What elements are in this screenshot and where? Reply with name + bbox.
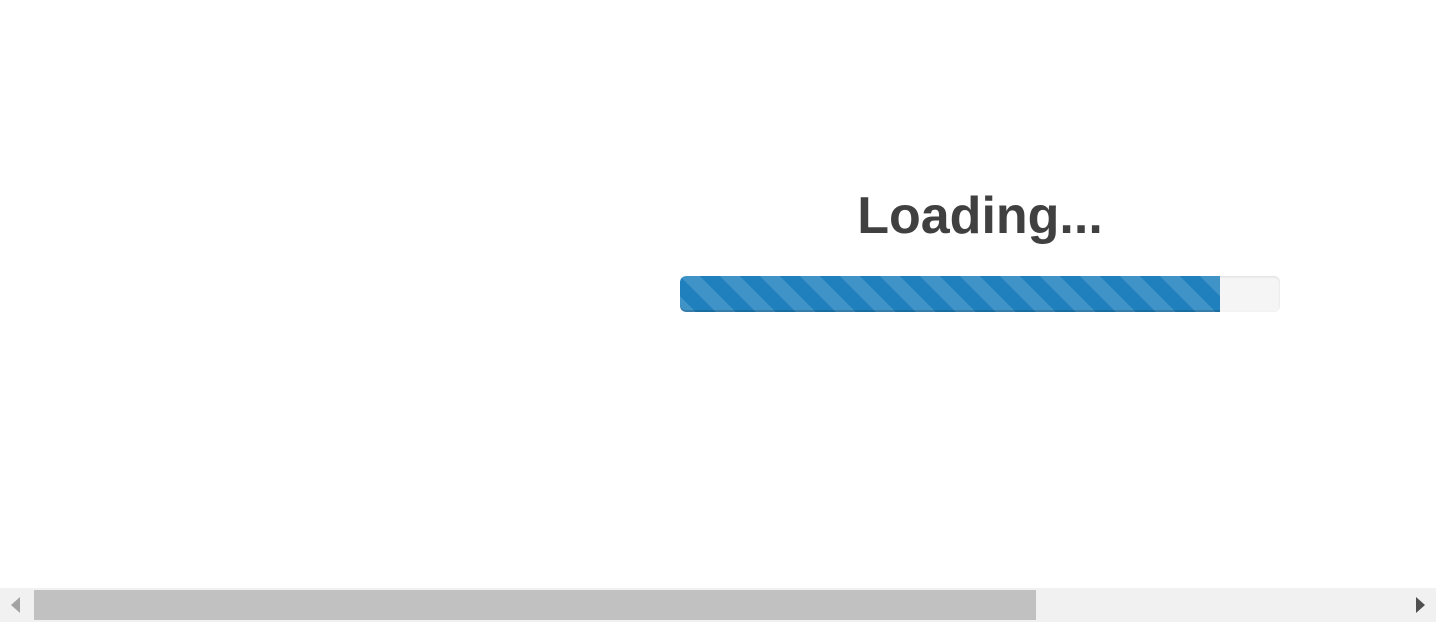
progress-bar-fill bbox=[680, 276, 1220, 312]
arrow-left-icon bbox=[11, 597, 20, 613]
scrollbar-thumb[interactable] bbox=[34, 590, 1036, 620]
scroll-right-button[interactable] bbox=[1402, 588, 1436, 622]
progress-bar-track bbox=[680, 276, 1280, 312]
horizontal-scrollbar[interactable] bbox=[0, 588, 1436, 622]
arrow-right-icon bbox=[1416, 597, 1425, 613]
scroll-left-button[interactable] bbox=[0, 588, 34, 622]
loading-title: Loading... bbox=[857, 187, 1103, 245]
